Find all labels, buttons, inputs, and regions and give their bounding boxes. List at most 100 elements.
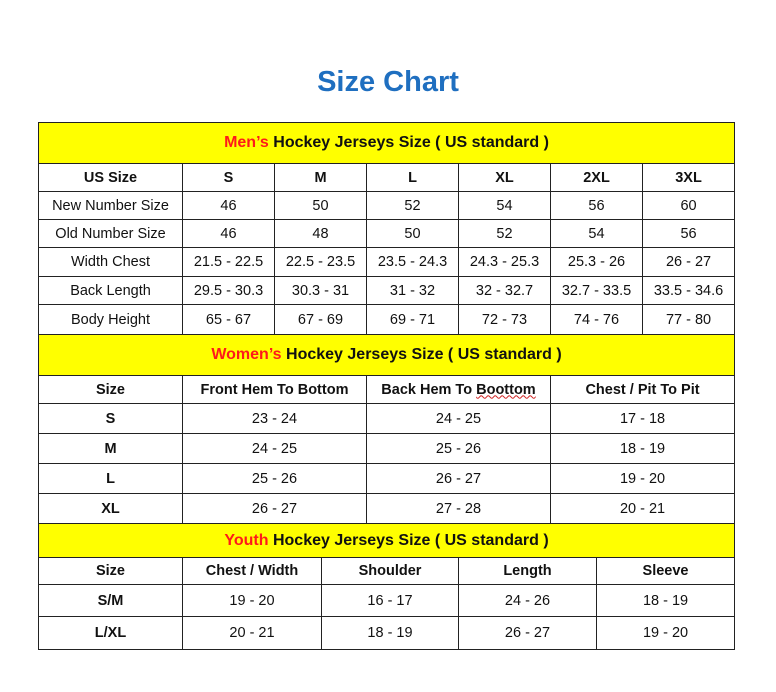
table-cell: 46: [182, 191, 275, 220]
table-row: S/M 19 - 20 16 - 17 24 - 26 18 - 19: [38, 584, 736, 617]
table-cell: 19 - 20: [595, 616, 736, 650]
column-header: Size: [38, 557, 183, 585]
table-row: Width Chest 21.5 - 22.5 22.5 - 23.5 23.5 - …: [38, 247, 736, 277]
table-cell: 77 - 80: [641, 304, 736, 335]
column-header: Size: [38, 375, 183, 404]
column-header: Chest / Pit To Pit: [549, 375, 736, 404]
women-section-heading: Women’s Hockey Jerseys Size ( US standar…: [37, 334, 736, 376]
table-cell: 24 - 26: [458, 584, 597, 617]
column-header: Chest / Width: [182, 557, 322, 585]
men-size-table: Men’s Hockey Jerseys Size ( US standard …: [37, 122, 736, 335]
table-cell: 67 - 69: [274, 304, 367, 335]
column-header: Back Hem To Boottom: [366, 375, 551, 404]
table-cell: 48: [274, 219, 367, 248]
section-heading-text: Hockey Jerseys Size ( US standard ): [268, 134, 549, 151]
table-cell: 24 - 25: [182, 433, 367, 464]
youth-size-table: Youth Hockey Jerseys Size ( US standard …: [37, 523, 736, 650]
table-row: L/XL 20 - 21 18 - 19 26 - 27 19 - 20: [38, 616, 736, 650]
women-size-table: Women’s Hockey Jerseys Size ( US standar…: [37, 334, 736, 524]
row-label: Back Length: [38, 276, 183, 305]
section-heading-highlight: Youth: [224, 531, 269, 549]
table-cell: 29.5 - 30.3: [182, 276, 275, 305]
table-cell: 22.5 - 23.5: [274, 247, 367, 277]
table-cell: 23.5 - 24.3: [366, 247, 459, 277]
table-cell: 26 - 27: [366, 463, 551, 494]
section-heading-text: Hockey Jerseys Size ( US standard ): [281, 346, 562, 363]
column-header: 2XL: [550, 163, 643, 192]
table-row: XL 26 - 27 27 - 28 20 - 21: [38, 493, 736, 524]
table-cell: 18 - 19: [595, 584, 736, 617]
row-label: XL: [38, 493, 183, 524]
table-cell: 27 - 28: [366, 493, 551, 524]
table-cell: 32.7 - 33.5: [550, 276, 643, 305]
table-cell: 20 - 21: [182, 616, 322, 650]
table-row: Back Length 29.5 - 30.3 30.3 - 31 31 - 32 32…: [38, 276, 736, 305]
table-cell: 60: [641, 191, 736, 220]
table-cell: 26 - 27: [182, 493, 367, 524]
table-row: M 24 - 25 25 - 26 18 - 19: [38, 433, 736, 464]
table-row: Body Height 65 - 67 67 - 69 69 - 71 72 - 73 7…: [38, 304, 736, 335]
table-cell: 54: [550, 219, 643, 248]
section-heading-highlight: Women’s: [211, 346, 282, 363]
column-header: L: [366, 163, 459, 192]
table-cell: 18 - 19: [549, 433, 736, 464]
table-cell: 56: [641, 219, 736, 248]
column-header: 3XL: [641, 163, 736, 192]
table-cell: 32 - 32.7: [458, 276, 551, 305]
row-label: L: [38, 463, 183, 494]
table-cell: 26 - 27: [641, 247, 736, 277]
table-row: S 23 - 24 24 - 25 17 - 18: [38, 403, 736, 434]
men-section-heading: Men’s Hockey Jerseys Size ( US standard …: [37, 122, 736, 164]
table-cell: 33.5 - 34.6: [641, 276, 736, 305]
women-header-row: Size Front Hem To Bottom Back Hem To Boott…: [38, 375, 736, 404]
table-cell: 20 - 21: [549, 493, 736, 524]
row-label: M: [38, 433, 183, 464]
column-header: US Size: [38, 163, 183, 192]
table-cell: 54: [458, 191, 551, 220]
table-cell: 72 - 73: [458, 304, 551, 335]
column-header: Front Hem To Bottom: [182, 375, 367, 404]
table-cell: 25.3 - 26: [550, 247, 643, 277]
table-cell: 23 - 24: [182, 403, 367, 434]
column-header: XL: [458, 163, 551, 192]
table-row: New Number Size 46 50 52 54 56 60: [38, 191, 736, 220]
row-label: S/M: [38, 584, 183, 617]
table-cell: 52: [458, 219, 551, 248]
row-label: S: [38, 403, 183, 434]
table-cell: 31 - 32: [366, 276, 459, 305]
table-row: L 25 - 26 26 - 27 19 - 20: [38, 463, 736, 494]
men-header-row: US Size S M L XL 2XL 3XL: [38, 163, 736, 192]
table-cell: 24.3 - 25.3: [458, 247, 551, 277]
table-cell: 30.3 - 31: [274, 276, 367, 305]
table-cell: 21.5 - 22.5: [182, 247, 275, 277]
table-cell: 18 - 19: [321, 616, 459, 650]
row-label: New Number Size: [38, 191, 183, 220]
youth-section-heading: Youth Hockey Jerseys Size ( US standard …: [37, 523, 736, 558]
table-cell: 25 - 26: [182, 463, 367, 494]
table-cell: 26 - 27: [458, 616, 597, 650]
table-cell: 56: [550, 191, 643, 220]
row-label: Body Height: [38, 304, 183, 335]
size-chart-sheet: Men’s Hockey Jerseys Size ( US standard …: [37, 122, 736, 650]
table-cell: 50: [366, 219, 459, 248]
page-title: Size Chart: [317, 66, 459, 98]
table-cell: 19 - 20: [182, 584, 322, 617]
column-header: S: [182, 163, 275, 192]
table-cell: 74 - 76: [550, 304, 643, 335]
row-label: L/XL: [38, 616, 183, 650]
table-cell: 69 - 71: [366, 304, 459, 335]
table-cell: 50: [274, 191, 367, 220]
row-label: Width Chest: [38, 247, 183, 277]
column-header: Length: [458, 557, 597, 585]
table-cell: 16 - 17: [321, 584, 459, 617]
table-cell: 46: [182, 219, 275, 248]
column-header: Sleeve: [595, 557, 736, 585]
table-cell: 65 - 67: [182, 304, 275, 335]
table-cell: 25 - 26: [366, 433, 551, 464]
column-header: Shoulder: [321, 557, 459, 585]
table-cell: 24 - 25: [366, 403, 551, 434]
table-cell: 19 - 20: [549, 463, 736, 494]
table-row: Old Number Size 46 48 50 52 54 56: [38, 219, 736, 248]
table-cell: 52: [366, 191, 459, 220]
section-heading-text: Hockey Jerseys Size ( US standard ): [268, 531, 549, 549]
